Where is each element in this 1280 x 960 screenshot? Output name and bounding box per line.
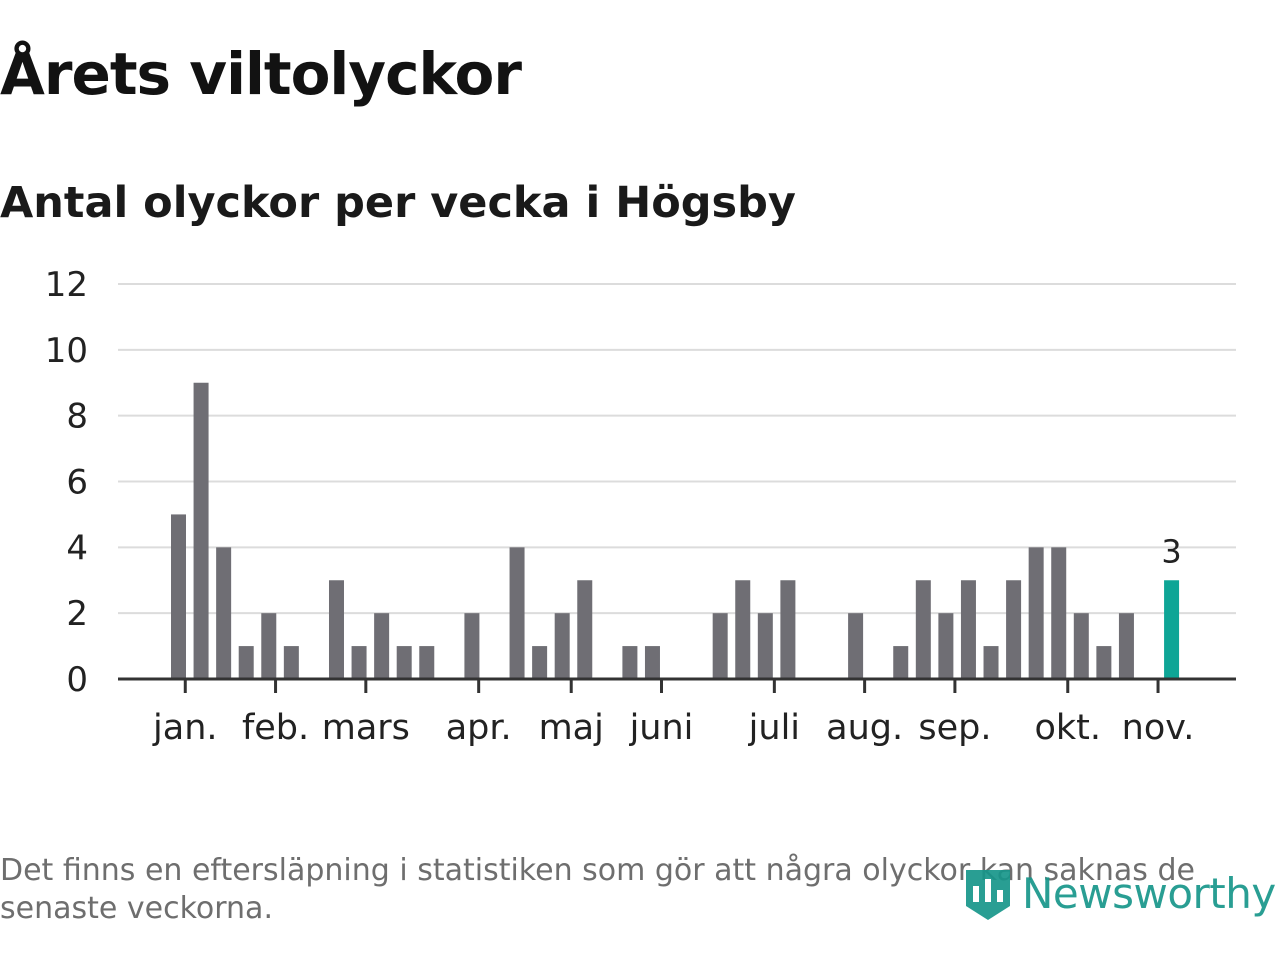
- bar: [780, 580, 796, 679]
- x-tick-label: okt.: [1034, 708, 1101, 748]
- bars: [171, 382, 1180, 679]
- brand-name: Newsworthy: [1022, 868, 1276, 918]
- chart-subtitle: Antal olyckor per vecka i Högsby: [0, 178, 796, 228]
- x-tick-label: apr.: [446, 708, 512, 748]
- y-tick-label: 10: [45, 331, 88, 371]
- bar: [532, 646, 548, 679]
- y-tick-label: 8: [66, 397, 88, 437]
- bar: [757, 613, 773, 679]
- bar: [938, 613, 954, 679]
- bar: [351, 646, 367, 679]
- bar: [509, 547, 525, 679]
- x-axis: jan. feb. mars apr. maj juni juli aug. sep. okt. n…: [152, 679, 1194, 748]
- y-tick-label: 0: [66, 660, 88, 700]
- bar: [1051, 547, 1067, 679]
- bar: [464, 613, 480, 679]
- x-tick-label: aug.: [826, 708, 903, 748]
- bar-chart: 0 2 4 6 8 10 12 jan. feb. mars apr. maj juni juli aug…: [45, 265, 1236, 748]
- x-tick-label: feb.: [242, 708, 309, 748]
- bar-highlight: [1164, 580, 1180, 679]
- bar: [193, 382, 209, 679]
- bar: [1073, 613, 1089, 679]
- brand-logo: Newsworthy: [962, 862, 1276, 924]
- bar: [644, 646, 660, 679]
- bar: [1118, 613, 1134, 679]
- highlight-value-label: 3: [1161, 532, 1181, 570]
- bar: [283, 646, 299, 679]
- bar: [216, 547, 232, 679]
- data-labels: 3: [1161, 532, 1181, 570]
- bar: [577, 580, 593, 679]
- newsworthy-logo-icon: [966, 870, 1010, 920]
- x-tick-label: nov.: [1122, 708, 1195, 748]
- bar: [893, 646, 909, 679]
- bar: [554, 613, 570, 679]
- bar: [983, 646, 999, 679]
- bar: [735, 580, 751, 679]
- y-tick-label: 12: [45, 265, 88, 305]
- y-tick-label: 6: [66, 463, 88, 503]
- y-tick-label: 2: [66, 594, 88, 634]
- bar: [1006, 580, 1022, 679]
- bar: [622, 646, 638, 679]
- bar: [238, 646, 254, 679]
- x-tick-label: jan.: [152, 708, 217, 748]
- x-tick-label: juni: [629, 708, 694, 748]
- bar: [419, 646, 435, 679]
- bar: [171, 514, 186, 679]
- bar: [1096, 646, 1112, 679]
- bar: [396, 646, 412, 679]
- bar: [960, 580, 976, 679]
- x-tick-label: mars: [322, 708, 410, 748]
- bar: [915, 580, 931, 679]
- bar: [1028, 547, 1044, 679]
- gridlines: [118, 283, 1236, 615]
- bar: [712, 613, 728, 679]
- x-tick-label: juli: [748, 708, 800, 748]
- x-tick-label: sep.: [918, 708, 991, 748]
- bar: [328, 580, 344, 679]
- bar: [848, 613, 864, 679]
- x-tick-label: maj: [539, 708, 604, 748]
- y-axis: 0 2 4 6 8 10 12: [45, 265, 88, 700]
- bar: [374, 613, 390, 679]
- y-tick-label: 4: [66, 528, 88, 568]
- bar: [261, 613, 277, 679]
- chart-title: Årets viltolyckor: [0, 40, 522, 108]
